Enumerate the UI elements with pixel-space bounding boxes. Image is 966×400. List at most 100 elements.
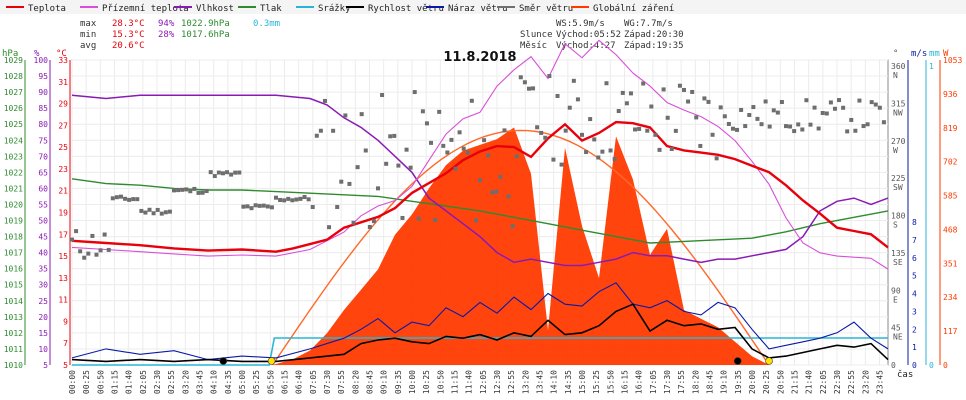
wind-direction-point: [204, 189, 209, 194]
wind-dir-tick: 45: [891, 324, 901, 333]
wind-direction-point: [396, 163, 401, 168]
pressure-tick: 1018: [4, 233, 23, 242]
time-tick-label: 02:30: [153, 370, 162, 394]
wind-direction-point: [241, 204, 246, 209]
time-tick-label: 22:55: [847, 370, 856, 394]
wind-direction-point: [327, 225, 332, 230]
wind-direction-point: [612, 157, 617, 162]
wind-direction-point: [853, 128, 858, 133]
humidity-tick: 50: [38, 217, 48, 226]
time-tick-label: 01:15: [111, 370, 120, 394]
stats-min-label: min: [80, 30, 96, 40]
wind-direction-point: [420, 109, 425, 114]
time-tick-label: 11:15: [451, 370, 460, 394]
wind-direction-point: [832, 106, 837, 111]
wind-direction-point: [580, 132, 584, 137]
rain-tick: 0: [929, 361, 934, 370]
wind-direction-point: [249, 206, 254, 211]
humidity-tick: 90: [38, 88, 48, 97]
temperature-tick: 31: [58, 78, 68, 87]
wind-direction-point: [539, 130, 544, 135]
time-tick-label: 10:25: [422, 370, 431, 394]
wind-direction-point: [98, 248, 103, 253]
left-unit-label: °C: [56, 49, 67, 59]
wind-dir-compass: S: [893, 221, 898, 230]
wind-direction-point: [269, 205, 274, 210]
wind-direction-point: [820, 110, 825, 115]
sun-set: Západ:20:30: [624, 30, 684, 40]
time-tick-label: 16:40: [635, 370, 644, 394]
wind-direction-point: [478, 178, 482, 183]
pressure-tick: 1017: [4, 249, 23, 258]
wind-direction-point: [429, 140, 434, 145]
wind-tick: 0: [912, 361, 917, 370]
humidity-tick: 35: [38, 265, 48, 274]
sun-label: Slunce: [520, 30, 553, 40]
wind-direction-point: [661, 87, 666, 92]
time-tick-label: 19:35: [734, 370, 743, 394]
wind-direction-point: [384, 161, 389, 166]
time-tick-label: 15:25: [592, 370, 601, 394]
wind-direction-point: [74, 229, 79, 234]
wind-direction-point: [767, 124, 772, 129]
time-tick-label: 15:50: [606, 370, 615, 394]
time-tick-label: 21:40: [805, 370, 814, 394]
wind-direction-point: [363, 148, 368, 153]
wind-direction-point: [714, 156, 719, 161]
time-tick-label: 00:50: [96, 370, 105, 394]
time-tick-label: 16:15: [621, 370, 630, 394]
wind-dir-tick: 315: [891, 99, 906, 108]
wind-direction-point: [253, 203, 258, 208]
wind-direction-point: [575, 97, 580, 102]
wind-direction-point: [710, 132, 715, 137]
wind-direction-point: [261, 203, 266, 208]
wind-direction-point: [339, 179, 344, 184]
wind-direction-point: [180, 187, 185, 192]
legend-label: Srážky: [318, 4, 351, 14]
wind-direction-point: [400, 215, 405, 220]
temperature-tick: 27: [58, 121, 68, 130]
wind-direction-point: [376, 186, 380, 191]
wind-dir-tick: 225: [891, 174, 906, 183]
time-tick-label: 17:30: [663, 370, 672, 394]
stats-min-pres: 1017.6hPa: [181, 30, 230, 40]
time-tick-label: 03:45: [196, 370, 205, 394]
wind-direction-point: [225, 170, 230, 175]
humidity-line: [71, 94, 889, 267]
wind-direction-point: [514, 154, 519, 159]
pressure-tick: 1011: [4, 345, 23, 354]
sun-rise: Východ:05:52: [556, 30, 621, 40]
wind-direction-point: [751, 105, 756, 110]
wind-direction-point: [367, 224, 372, 229]
wind-direction-point: [404, 147, 409, 152]
wind-direction-point: [78, 249, 83, 254]
pressure-tick: 1022: [4, 168, 23, 177]
wind-direction-point: [102, 232, 107, 237]
wind-direction-point: [588, 117, 593, 122]
humidity-tick: 20: [38, 313, 48, 322]
ground-temperature-line: [71, 39, 889, 270]
stats-min-hum: 28%: [158, 30, 175, 40]
radiation-tick: 234: [943, 293, 958, 302]
pressure-tick: 1027: [4, 88, 23, 97]
sun-moon-marker: [267, 357, 276, 365]
wind-direction-point: [702, 96, 707, 101]
wind-direction-point: [163, 210, 168, 215]
time-tick-label: 07:30: [323, 370, 332, 394]
wind-direction-point: [278, 197, 283, 202]
wind-direction-point: [490, 190, 495, 195]
wind-direction-point: [486, 153, 491, 158]
wind-direction-point: [775, 110, 780, 115]
radiation-tick: 702: [943, 158, 958, 167]
time-tick-label: 02:05: [139, 370, 148, 394]
wind-direction-point: [159, 211, 164, 216]
wind-direction-point: [849, 117, 854, 122]
wind-direction-point: [392, 133, 397, 138]
humidity-tick: 5: [43, 361, 48, 370]
time-tick-label: 12:05: [479, 370, 488, 394]
radiation-tick: 819: [943, 124, 958, 133]
temperature-tick: 13: [58, 274, 68, 283]
wind-direction-point: [176, 188, 181, 193]
wind-direction-point: [881, 120, 886, 125]
